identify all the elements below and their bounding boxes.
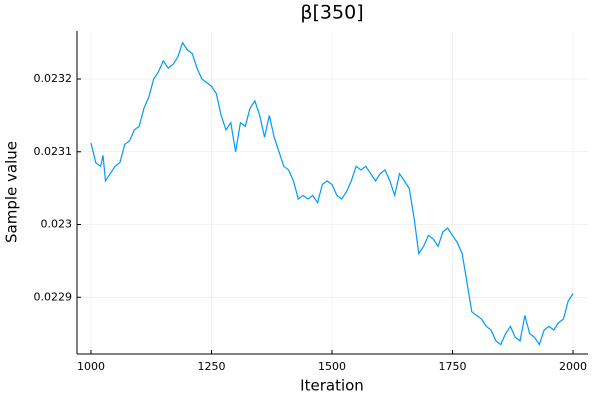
chart-title: β[350]	[300, 2, 363, 24]
y-tick-label: 0.0231	[34, 145, 73, 158]
x-tick-label: 1250	[197, 360, 225, 373]
x-tick-label: 2000	[559, 360, 587, 373]
x-tick-label: 1500	[318, 360, 346, 373]
x-axis-label: Iteration	[300, 377, 364, 395]
y-tick-label: 0.0232	[34, 72, 73, 85]
x-tick-label: 1000	[77, 360, 105, 373]
y-tick-label: 0.0229	[34, 290, 73, 303]
series-line	[90, 41, 574, 346]
y-tick-label: 0.023	[41, 218, 73, 231]
y-axis-label: Sample value	[3, 141, 21, 243]
x-tick-label: 1750	[439, 360, 467, 373]
